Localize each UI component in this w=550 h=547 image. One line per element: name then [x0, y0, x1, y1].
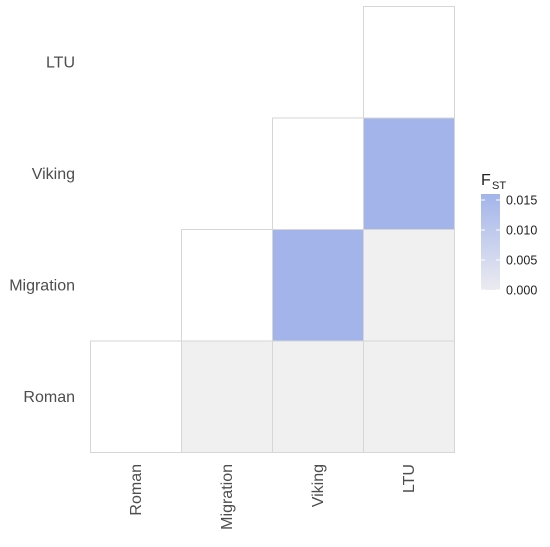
y-tick-label: Migration: [9, 277, 75, 294]
legend-tick-label: 0.000: [506, 284, 537, 298]
y-tick-label: LTU: [46, 54, 75, 71]
legend-tick-label: 0.005: [506, 254, 537, 268]
x-tick-label: Roman: [128, 464, 145, 516]
x-tick-label: LTU: [401, 464, 418, 493]
heatmap-cell-viking-migration: [272, 229, 364, 342]
legend-tick-label: 0.010: [506, 224, 537, 238]
x-axis-labels: Roman Migration Viking LTU: [128, 464, 418, 530]
x-tick-label: Viking: [310, 464, 327, 507]
heatmap-cell-ltu-roman: [363, 340, 455, 453]
legend-title-sub: ST: [492, 180, 506, 192]
legend-colorbar: [481, 194, 500, 290]
heatmap-cell-viking-roman: [272, 340, 364, 453]
x-tick-label: Migration: [219, 464, 236, 530]
heatmap-cell-ltu-viking: [363, 117, 455, 230]
y-axis-labels: Roman Migration Viking LTU: [9, 54, 75, 406]
heatmap-cell-roman-roman: [90, 340, 182, 453]
legend-title-main: F: [481, 172, 491, 189]
color-legend: F ST 0.000 0.005 0.010 0.015: [481, 172, 537, 298]
legend-tick-label: 0.015: [506, 194, 537, 208]
legend-ticks: 0.000 0.005 0.010 0.015: [481, 194, 537, 298]
heatmap-cell-ltu-migration: [363, 229, 455, 342]
heatmap-cell-migration-roman: [181, 340, 273, 453]
y-tick-label: Viking: [32, 166, 75, 183]
heatmap-cells: [90, 6, 455, 453]
heatmap-cell-migration-migration: [181, 229, 273, 342]
heatmap-cell-viking-viking: [272, 117, 364, 230]
heatmap-cell-ltu-ltu: [363, 6, 455, 119]
y-tick-label: Roman: [23, 389, 75, 406]
